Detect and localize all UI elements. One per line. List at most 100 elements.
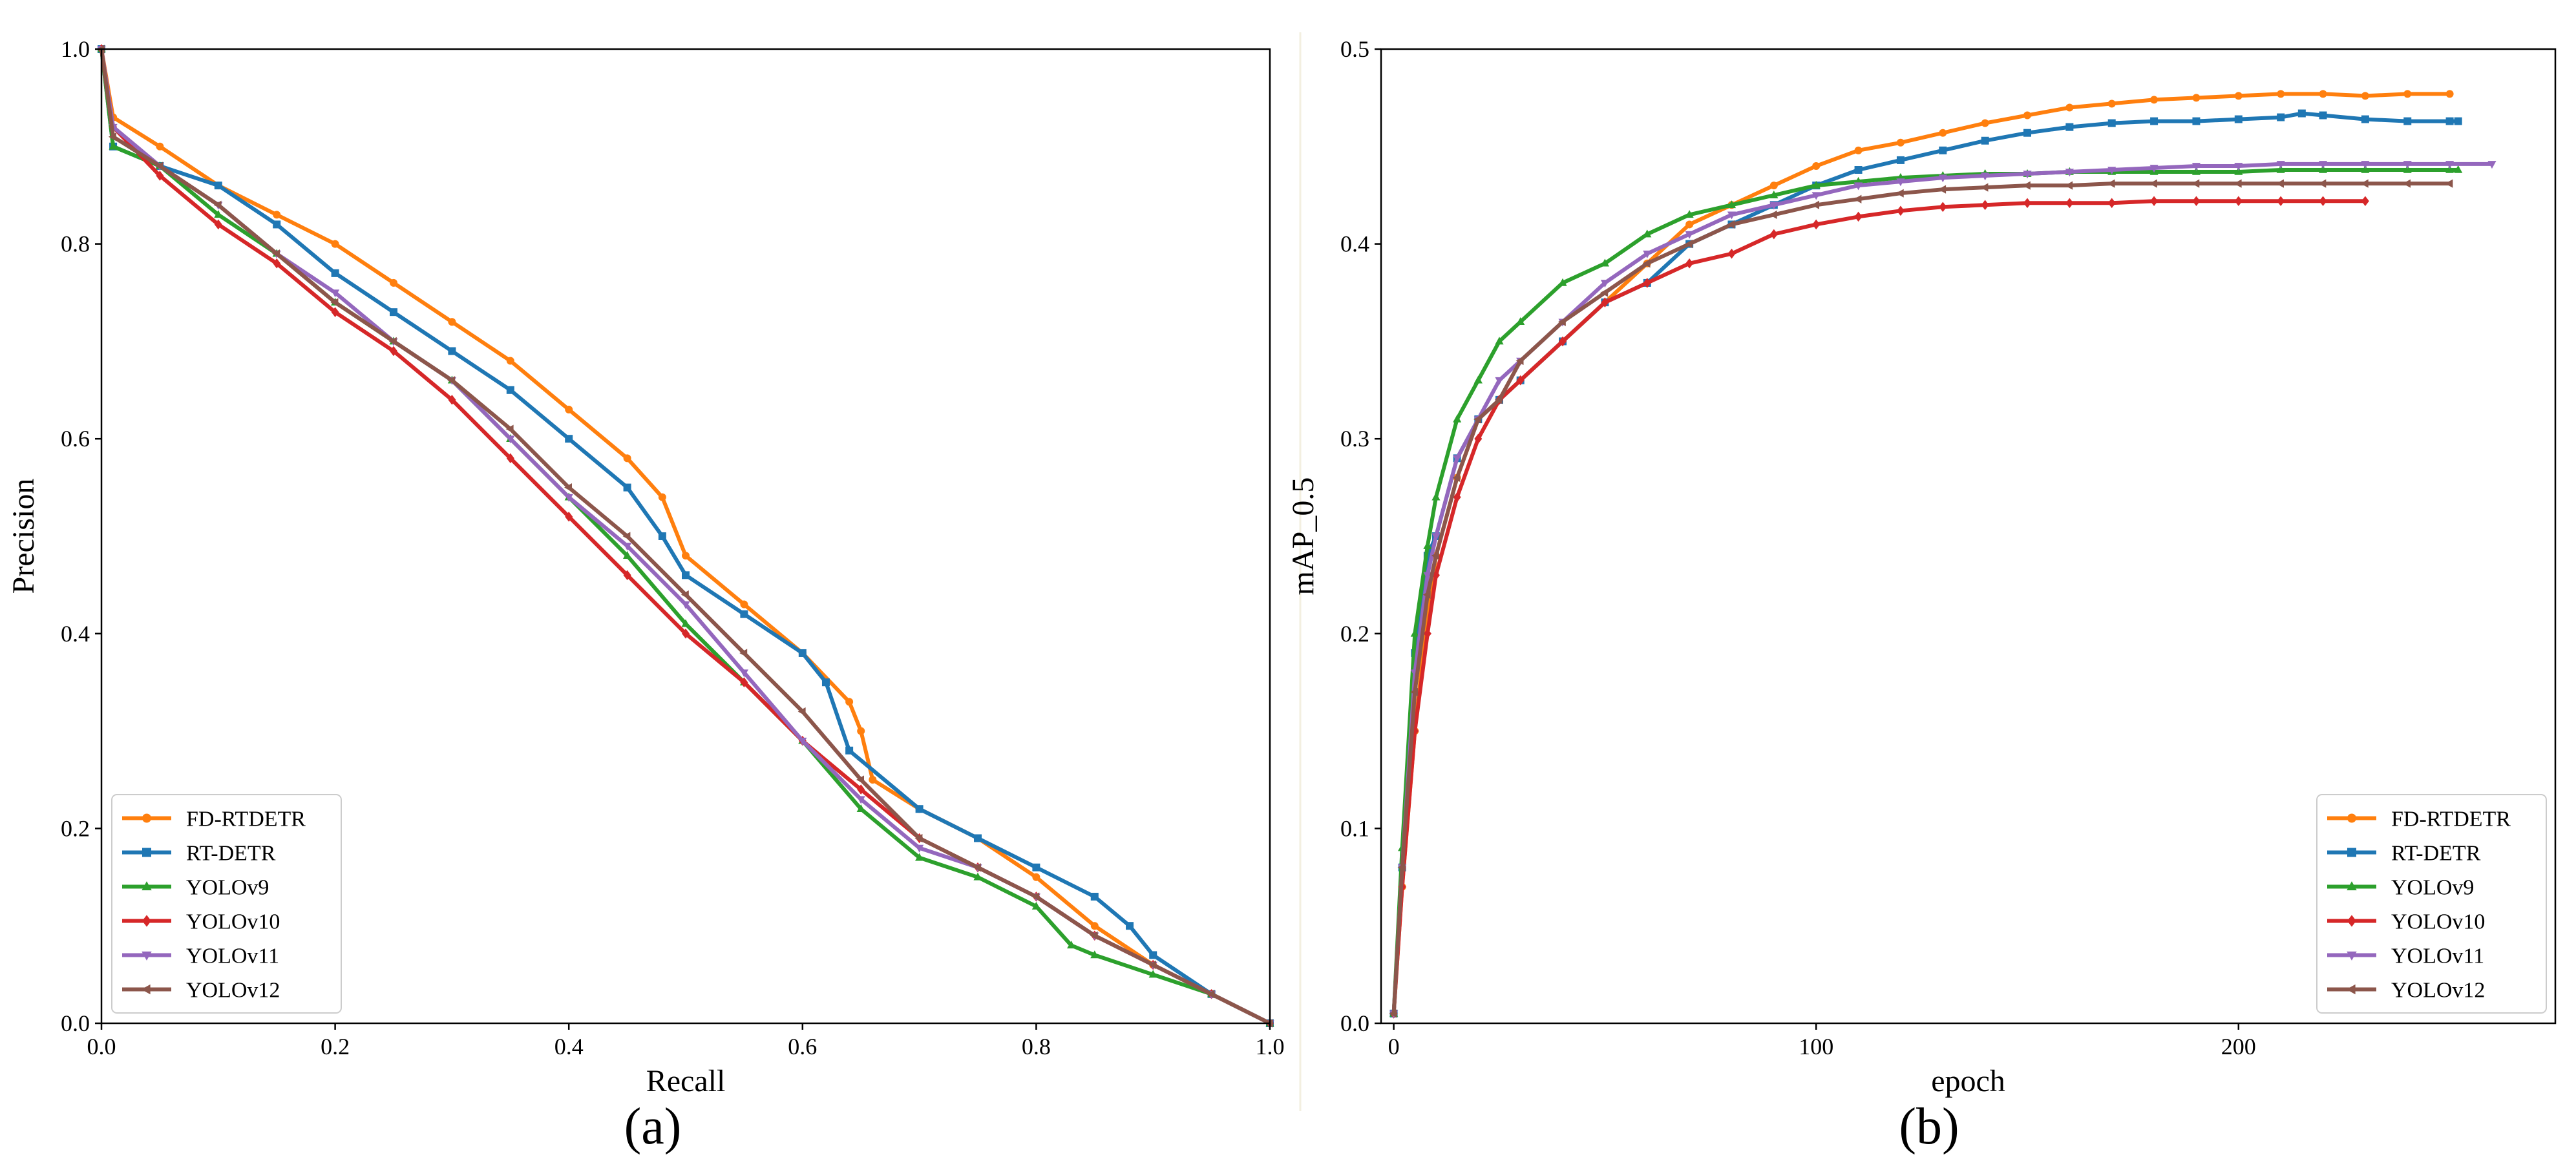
point-yolov9: [1453, 414, 1462, 422]
x-tick-label: 0.8: [1022, 1034, 1051, 1059]
legend-marker: [2346, 984, 2356, 995]
point-yolov12: [2403, 179, 2411, 188]
point-yolov11: [2318, 161, 2328, 169]
point-yolov12: [797, 707, 806, 716]
point-yolov12: [1811, 200, 1820, 209]
point-yolov12: [1389, 1009, 1397, 1018]
point-yolov12: [1642, 259, 1651, 268]
point-rt-detr: [1032, 863, 1040, 871]
legend-marker: [2347, 951, 2357, 961]
point-fd-rtdetr: [845, 698, 854, 706]
legend-label: YOLOv9: [186, 876, 269, 900]
point-rt-detr: [1896, 156, 1905, 164]
point-yolov10: [623, 570, 631, 581]
point-yolov10: [740, 677, 748, 687]
point-yolov11: [2107, 167, 2117, 175]
legend-marker: [2347, 915, 2356, 927]
legend-item-yolov11: YOLOv11: [2327, 944, 2484, 968]
point-fd-rtdetr: [2065, 103, 2074, 112]
point-yolov12: [2022, 181, 2031, 190]
point-fd-rtdetr: [565, 405, 573, 413]
legend-marker: [142, 915, 151, 927]
point-yolov9: [1410, 629, 1419, 637]
x-tick-label: 0.6: [788, 1034, 817, 1059]
point-yolov10: [1981, 200, 1989, 211]
point-yolov11: [915, 844, 924, 853]
legend-marker: [2347, 848, 2356, 857]
point-fd-rtdetr: [2234, 92, 2243, 100]
point-yolov11: [2191, 163, 2201, 171]
point-rt-detr: [1981, 136, 1989, 145]
point-yolov12: [2275, 179, 2284, 188]
point-fd-rtdetr: [1812, 162, 1821, 170]
point-yolov10: [1643, 278, 1651, 288]
point-yolov12: [1422, 590, 1431, 600]
legend-item-yolov11: YOLOv11: [122, 944, 279, 968]
point-fd-rtdetr: [2445, 90, 2454, 98]
point-fd-rtdetr: [2150, 96, 2159, 104]
y-tick-label: 0.5: [1340, 36, 1369, 62]
point-yolov12: [1452, 473, 1461, 483]
point-yolov12: [1515, 356, 1524, 366]
legend-box: [2316, 794, 2547, 1014]
point-yolov11: [2445, 161, 2455, 169]
point-yolov9: [1473, 375, 1483, 384]
point-rt-detr: [2065, 123, 2074, 131]
point-yolov12: [2360, 179, 2369, 188]
point-fd-rtdetr: [658, 493, 666, 501]
point-fd-rtdetr: [2361, 92, 2369, 100]
point-fd-rtdetr: [1769, 182, 1778, 190]
point-yolov11: [2023, 171, 2032, 179]
point-yolov11: [798, 737, 807, 746]
point-yolov10: [331, 307, 339, 317]
point-yolov12: [213, 200, 222, 209]
point-yolov9: [2403, 165, 2412, 173]
point-yolov11: [1811, 192, 1821, 200]
legend-item-yolov9: YOLOv9: [2327, 876, 2474, 900]
point-yolov9: [681, 619, 690, 627]
legend-item-yolov10: YOLOv10: [2327, 910, 2485, 934]
point-yolov11: [856, 796, 865, 804]
point-yolov11: [1938, 174, 1947, 183]
point-yolov10: [214, 219, 222, 230]
y-tick-label: 0.8: [61, 231, 90, 257]
point-rt-detr: [658, 532, 666, 540]
legend-label: YOLOv11: [186, 944, 279, 968]
point-yolov10: [2150, 196, 2159, 207]
line-yolov9: [1391, 168, 2460, 1016]
point-rt-detr: [2192, 117, 2201, 125]
chart-panel-b: 0 100 200 0.0 0.1 0.2 0.3 0.4 0.5 epoch mAP_0.5 FD-…: [1286, 36, 2557, 1098]
point-rt-detr: [821, 678, 830, 687]
point-yolov11: [1727, 211, 1737, 220]
point-yolov12: [1494, 395, 1503, 404]
point-fd-rtdetr: [1032, 873, 1040, 881]
point-yolov10: [1727, 248, 1736, 259]
point-yolov10: [1896, 205, 1905, 216]
point-fd-rtdetr: [682, 552, 690, 560]
point-yolov11: [1643, 250, 1652, 258]
point-yolov9: [109, 141, 118, 150]
point-rt-detr: [331, 269, 339, 277]
legend-label: FD-RTDETR: [186, 808, 306, 831]
point-yolov12: [2191, 179, 2200, 188]
point-fd-rtdetr: [869, 776, 877, 784]
point-yolov11: [1685, 231, 1694, 239]
point-fd-rtdetr: [1685, 220, 1694, 229]
legend-item-yolov12: YOLOv12: [122, 979, 280, 1003]
point-fd-rtdetr: [1939, 129, 1947, 137]
point-fd-rtdetr: [273, 211, 281, 219]
legend-label: YOLOv12: [186, 979, 280, 1003]
legend-label: YOLOv10: [2391, 910, 2485, 934]
point-yolov12: [1684, 240, 1693, 249]
point-yolov10: [1453, 492, 1461, 503]
x-tick-label: 0: [1388, 1034, 1400, 1059]
legend: FD-RTDETR RT-DETR YOLOv9 YOLOv10 YOLOv11 YOLO…: [2316, 794, 2547, 1014]
point-yolov10: [273, 258, 281, 269]
legend-marker: [141, 984, 151, 995]
point-yolov11: [1981, 172, 1990, 181]
legend-marker: [142, 881, 152, 891]
x-tick-label: 0.4: [554, 1034, 584, 1059]
point-yolov12: [155, 162, 164, 171]
legend-label: YOLOv12: [2391, 979, 2485, 1003]
legend-item-rt-detr: RT-DETR: [2327, 842, 2481, 866]
